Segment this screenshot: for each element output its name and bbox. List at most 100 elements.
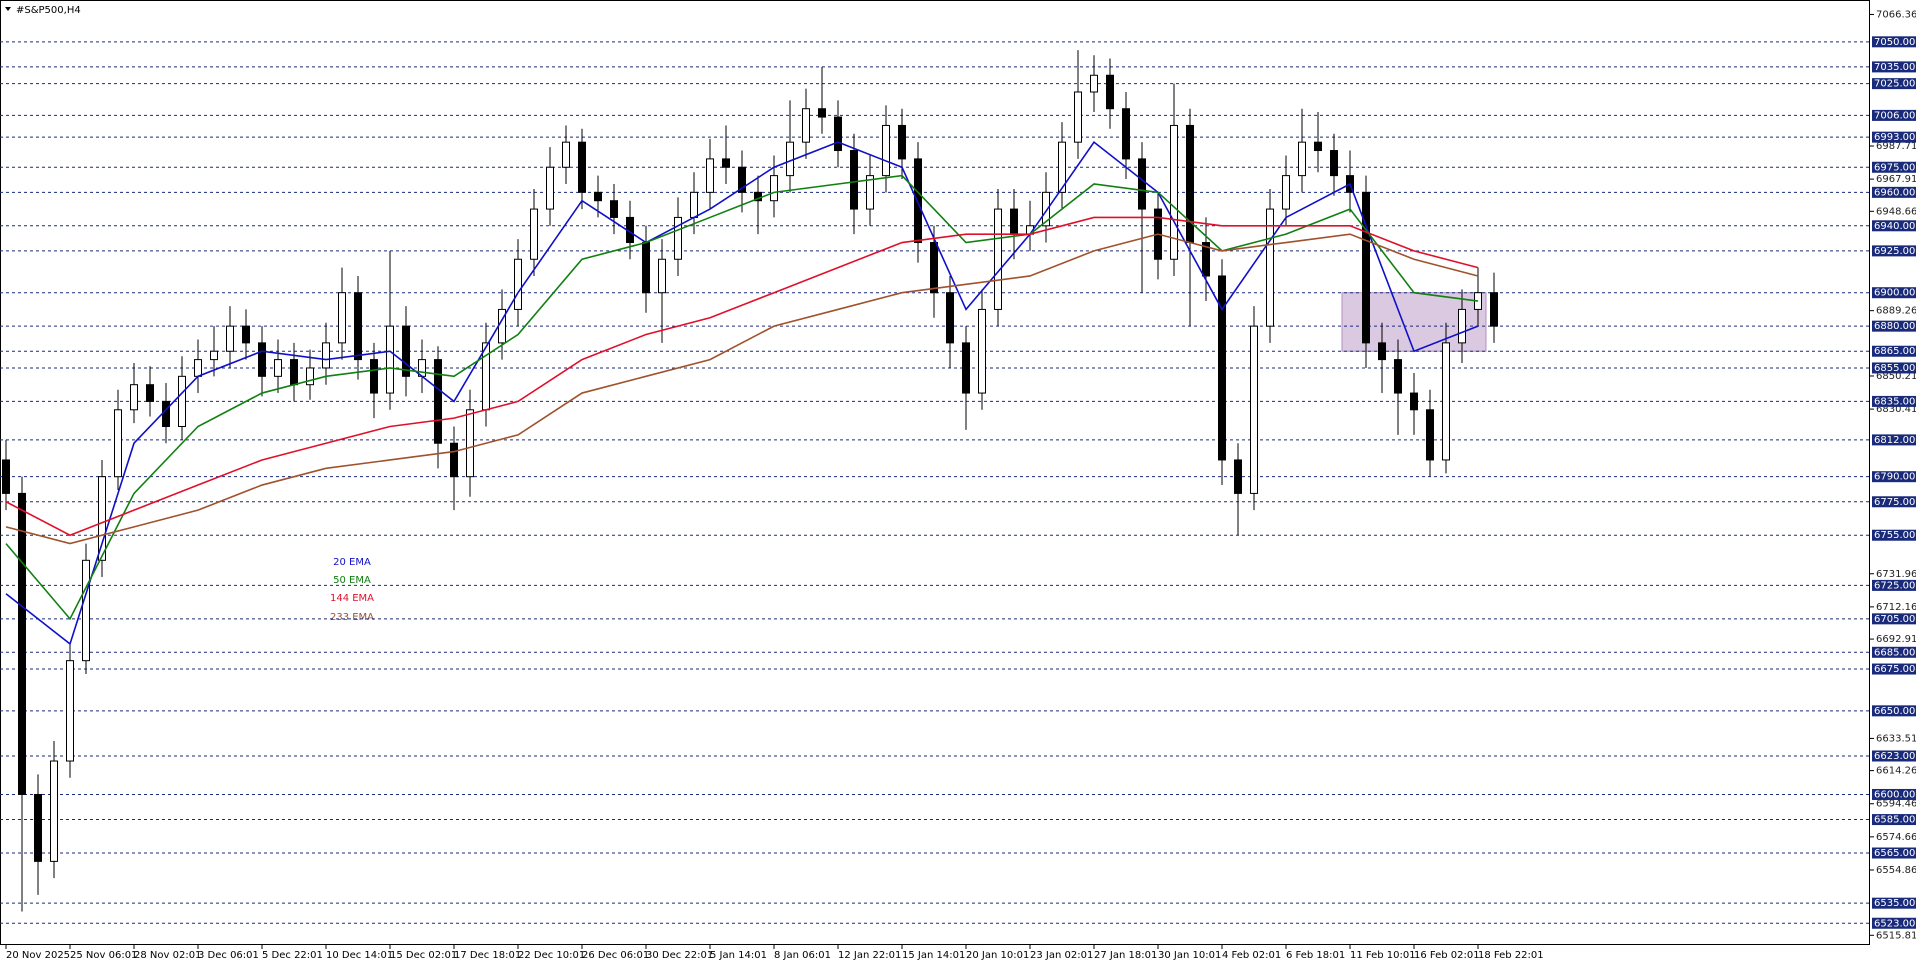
level-label-box (1872, 579, 1916, 591)
candle-body (1490, 292, 1498, 327)
level-label-box (1872, 897, 1916, 909)
level-label-box (1872, 814, 1916, 826)
menu-arrow[interactable] (5, 7, 11, 11)
candle-body (354, 292, 362, 361)
level-label-box (1872, 320, 1916, 332)
x-tick-label: 23 Jan 02:01 (1030, 950, 1093, 961)
candle-body (594, 191, 602, 202)
candle-body (978, 308, 986, 394)
level-label: 6705.00 (1874, 614, 1915, 625)
candle-body (18, 492, 26, 795)
legend-label: 20 EMA (333, 557, 371, 568)
candle-body (1426, 409, 1434, 461)
level-label: 6880.00 (1874, 321, 1915, 332)
y-tick-label: 6830.41 (1876, 404, 1916, 415)
ema-line (5, 174, 1479, 621)
level-label: 6565.00 (1874, 848, 1915, 859)
candle-body (242, 325, 250, 344)
x-tick-label: 25 Nov 06:01 (70, 950, 137, 961)
candle-body (1314, 141, 1322, 152)
y-tick-label: 6574.66 (1876, 832, 1916, 843)
level-label-box (1872, 287, 1916, 299)
level-label-box (1872, 663, 1916, 675)
candle-body (178, 375, 186, 428)
candle-body (1218, 275, 1226, 461)
candle-body (1010, 208, 1018, 235)
candle-body (770, 175, 778, 202)
level-label: 6600.00 (1874, 789, 1915, 800)
candle-body (1074, 91, 1082, 143)
candle-body (1058, 141, 1066, 193)
x-tick-label: 16 Feb 02:01 (1414, 950, 1480, 961)
candle-body (1042, 191, 1050, 227)
level-label-box (1872, 847, 1916, 859)
level-label: 6675.00 (1874, 664, 1915, 675)
x-tick-label: 3 Dec 06:01 (198, 950, 259, 961)
candle-body (66, 660, 74, 762)
candle-body (1330, 150, 1338, 177)
candle-body (786, 141, 794, 177)
candle-body (258, 342, 266, 377)
candle-body (930, 242, 938, 294)
candle-body (114, 409, 122, 478)
level-label: 6960.00 (1874, 187, 1915, 198)
ema-line (5, 216, 1479, 537)
candle-body (658, 258, 666, 294)
candle-body (434, 359, 442, 444)
candle-body (1138, 158, 1146, 210)
level-label-box (1872, 705, 1916, 717)
y-tick-label: 6515.81 (1876, 930, 1916, 941)
plot-frame (0, 0, 1870, 945)
x-tick-label: 28 Nov 02:01 (134, 950, 201, 961)
y-tick-label: 7066.36 (1876, 9, 1916, 20)
candle-body (450, 442, 458, 478)
candle-body (1298, 141, 1306, 177)
y-tick-label: 6692.91 (1876, 634, 1916, 645)
level-label-box (1872, 186, 1916, 198)
candle-body (162, 400, 170, 428)
level-label: 6865.00 (1874, 346, 1915, 357)
x-tick-label: 27 Jan 18:01 (1094, 950, 1157, 961)
legend-label: 144 EMA (330, 593, 374, 604)
candle-body (738, 166, 746, 193)
level-label-box (1872, 161, 1916, 173)
level-label-box (1872, 131, 1916, 143)
level-label: 6900.00 (1874, 288, 1915, 299)
x-tick-label: 15 Jan 14:01 (902, 950, 965, 961)
level-label: 6585.00 (1874, 815, 1915, 826)
candle-body (642, 242, 650, 294)
level-label: 6650.00 (1874, 706, 1915, 717)
candle-body (546, 166, 554, 210)
x-tick-label: 5 Dec 22:01 (262, 950, 323, 961)
candle-body (1410, 392, 1418, 411)
candle-body (322, 342, 330, 369)
candle-body (1282, 175, 1290, 210)
x-tick-label: 22 Dec 10:01 (518, 950, 585, 961)
candle-body (386, 325, 394, 394)
candle-body (34, 793, 42, 862)
x-tick-label: 11 Feb 10:01 (1350, 950, 1416, 961)
x-tick-label: 5 Jan 14:01 (710, 950, 767, 961)
x-tick-label: 10 Dec 14:01 (326, 950, 393, 961)
x-tick-label: 8 Jan 06:01 (774, 950, 831, 961)
candle-body (850, 150, 858, 210)
candle-body (674, 216, 682, 260)
x-tick-label: 20 Jan 10:01 (966, 950, 1029, 961)
candle-body (194, 359, 202, 377)
candle-body (50, 760, 58, 862)
x-tick-label: 15 Dec 02:01 (390, 950, 457, 961)
candle-body (2, 459, 10, 494)
level-label-box (1872, 496, 1916, 508)
level-label-box (1872, 434, 1916, 446)
candle-body (98, 476, 106, 561)
x-tick-label: 12 Jan 22:01 (838, 950, 901, 961)
candle-body (994, 208, 1002, 310)
legend-label: 233 EMA (330, 612, 374, 623)
y-tick-label: 6712.16 (1876, 602, 1916, 613)
candle-body (1442, 342, 1450, 461)
candle-body (466, 409, 474, 478)
level-label: 6975.00 (1874, 162, 1915, 173)
candle-body (1122, 108, 1130, 160)
candle-body (946, 292, 954, 344)
